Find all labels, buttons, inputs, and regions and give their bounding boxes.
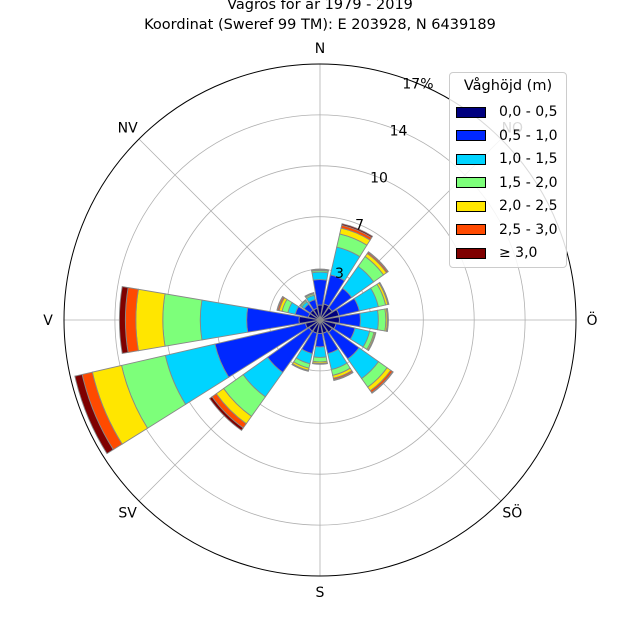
direction-label: S bbox=[316, 585, 325, 601]
legend-label: 1,0 - 1,5 bbox=[499, 151, 558, 167]
rose-bar-segment bbox=[199, 299, 249, 341]
chart-subtitle: Koordinat (Sweref 99 TM): E 203928, N 64… bbox=[144, 17, 496, 33]
legend-swatch bbox=[456, 177, 486, 188]
rose-bar-segment bbox=[312, 356, 328, 363]
radial-tick-label: 14 bbox=[390, 124, 408, 140]
legend-entry: 2,5 - 3,0 bbox=[456, 221, 557, 239]
rose-bar-segment bbox=[276, 295, 284, 311]
rose-bar-segment bbox=[304, 292, 315, 297]
legend-label: 2,0 - 2,5 bbox=[499, 198, 558, 214]
rose-bar-segment bbox=[386, 308, 389, 332]
direction-label: NV bbox=[118, 121, 138, 137]
rose-bar-segment bbox=[359, 309, 379, 331]
legend-label: 2,5 - 3,0 bbox=[499, 221, 558, 238]
rose-bar-segment bbox=[312, 362, 328, 365]
wave-rose-bars bbox=[74, 223, 394, 455]
legend-entry: 1,0 - 1,5 bbox=[456, 150, 557, 168]
rose-bar-segment bbox=[378, 281, 390, 305]
rose-bar-segment bbox=[310, 268, 330, 271]
radial-tick-label: 17% bbox=[402, 76, 433, 92]
legend: Våghöjd (m) 0,0 - 0,5 0,5 - 1,0 1,0 - 1,5 1… bbox=[449, 72, 567, 268]
legend-label: 0,0 - 0,5 bbox=[499, 104, 558, 120]
rose-bar-segment bbox=[299, 299, 307, 307]
rose-bar-segment bbox=[313, 346, 327, 358]
rose-bar-segment bbox=[341, 223, 374, 239]
legend-title: Våghöjd (m) bbox=[463, 78, 553, 94]
legend-swatch bbox=[456, 130, 486, 141]
rose-bar-segment bbox=[367, 251, 389, 273]
angular-gridline bbox=[138, 138, 321, 321]
rose-bar-segment bbox=[135, 288, 166, 352]
rose-bar-segment bbox=[311, 271, 329, 281]
legend-label: ≥ 3,0 bbox=[499, 245, 538, 261]
legend-swatch bbox=[456, 224, 486, 235]
direction-label: SÖ bbox=[502, 503, 522, 521]
rose-bar-segment bbox=[377, 308, 387, 332]
direction-label: N bbox=[315, 41, 325, 57]
rose-bar-segment bbox=[291, 363, 309, 372]
rose-bar-segment bbox=[208, 396, 244, 432]
polar-frame bbox=[63, 63, 577, 577]
direction-label: V bbox=[43, 313, 53, 329]
rose-bar-segment bbox=[74, 373, 114, 455]
rose-bar-segment bbox=[370, 370, 394, 394]
legend-entry: 0,0 - 0,5 bbox=[456, 103, 557, 121]
legend-entry: 1,5 - 2,0 bbox=[456, 174, 557, 192]
chart-title: Vågros för år 1979 - 2019 bbox=[227, 0, 413, 13]
radial-tick-label: 3 bbox=[335, 266, 344, 282]
radial-tick-label: 10 bbox=[370, 171, 388, 187]
legend-entry: 0,5 - 1,0 bbox=[456, 127, 557, 145]
rose-bar-segment bbox=[162, 293, 203, 347]
legend-swatch bbox=[456, 153, 486, 165]
legend-entry: 2,0 - 2,5 bbox=[456, 197, 557, 215]
rose-bar-segment bbox=[367, 332, 377, 352]
direction-label: Ö bbox=[586, 311, 597, 329]
legend-entry: ≥ 3,0 bbox=[456, 244, 537, 262]
legend-label: 1,5 - 2,0 bbox=[499, 174, 558, 191]
legend-swatch bbox=[456, 247, 486, 259]
legend-label: 0,5 - 1,0 bbox=[499, 127, 558, 144]
rose-bar-segment bbox=[118, 286, 129, 354]
direction-label: SV bbox=[118, 505, 137, 521]
radial-tick-label: 7 bbox=[355, 218, 364, 234]
rose-bar-segment bbox=[333, 371, 354, 382]
legend-swatch bbox=[456, 106, 486, 118]
legend-swatch bbox=[456, 200, 486, 212]
